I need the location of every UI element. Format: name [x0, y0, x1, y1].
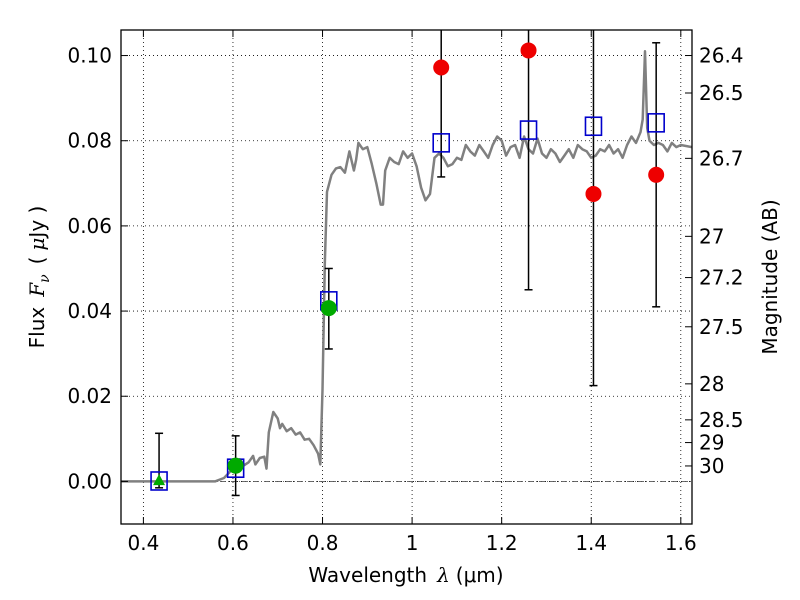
x-tick-label: 1.6 [665, 531, 697, 555]
model-spectrum-line [121, 50, 692, 483]
model-photometry-square [647, 113, 665, 133]
x-tick-label: 1.2 [486, 531, 518, 555]
y2-tick-label: 26.5 [699, 81, 744, 105]
model-photometry-square [584, 116, 603, 137]
y2-axis-label: Magnitude (AB) [758, 199, 782, 354]
detection-point [227, 457, 244, 474]
x-tick-label: 1 [406, 531, 419, 555]
detection-point [320, 300, 337, 317]
plot-area [121, 30, 692, 497]
upper-limit-triangle [153, 474, 166, 486]
y-tick-label: 0.04 [67, 299, 112, 323]
x-tick-label: 0.6 [217, 531, 249, 555]
nondetection-point [648, 166, 665, 183]
nondetection-point [520, 42, 537, 59]
nondetection-point [585, 185, 602, 202]
x-tick-label: 1.4 [575, 531, 607, 555]
x-tick-label: 0.4 [127, 531, 159, 555]
y-tick-label: 0.00 [67, 469, 112, 493]
y2-tick-label: 27.2 [699, 266, 744, 290]
y-tick-label: 0.02 [67, 384, 112, 408]
y-tick-label: 0.08 [67, 129, 112, 153]
y2-tick-label: 29 [699, 431, 724, 455]
y2-tick-label: 28 [699, 372, 724, 396]
y-tick-label: 0.06 [67, 214, 112, 238]
axis-ticks: 0.4 0.6 0.8 1 1.2 1.4 1.6 0.00 0.02 0.04 0.06 0.08 0… [67, 30, 744, 555]
y2-tick-label: 30 [699, 454, 724, 478]
model-photometry-square [519, 120, 538, 140]
grid-lines [121, 30, 692, 524]
y-axis-label: FluxFν(μJy ) [25, 206, 53, 349]
x-tick-label: 0.8 [307, 531, 339, 555]
y2-tick-label: 27 [699, 224, 724, 248]
nondetection-point [433, 59, 450, 76]
x-axis-label: Wavelength λ (μm) [308, 563, 503, 587]
y-tick-label: 0.10 [67, 44, 112, 68]
model-photometry-square [432, 133, 451, 153]
y2-tick-label: 26.7 [699, 146, 744, 170]
plot-frame [120, 29, 693, 525]
y2-tick-label: 27.5 [699, 315, 744, 339]
model-photometry-square [150, 471, 168, 491]
y2-tick-label: 26.4 [699, 44, 744, 68]
y2-tick-label: 28.5 [699, 408, 744, 432]
